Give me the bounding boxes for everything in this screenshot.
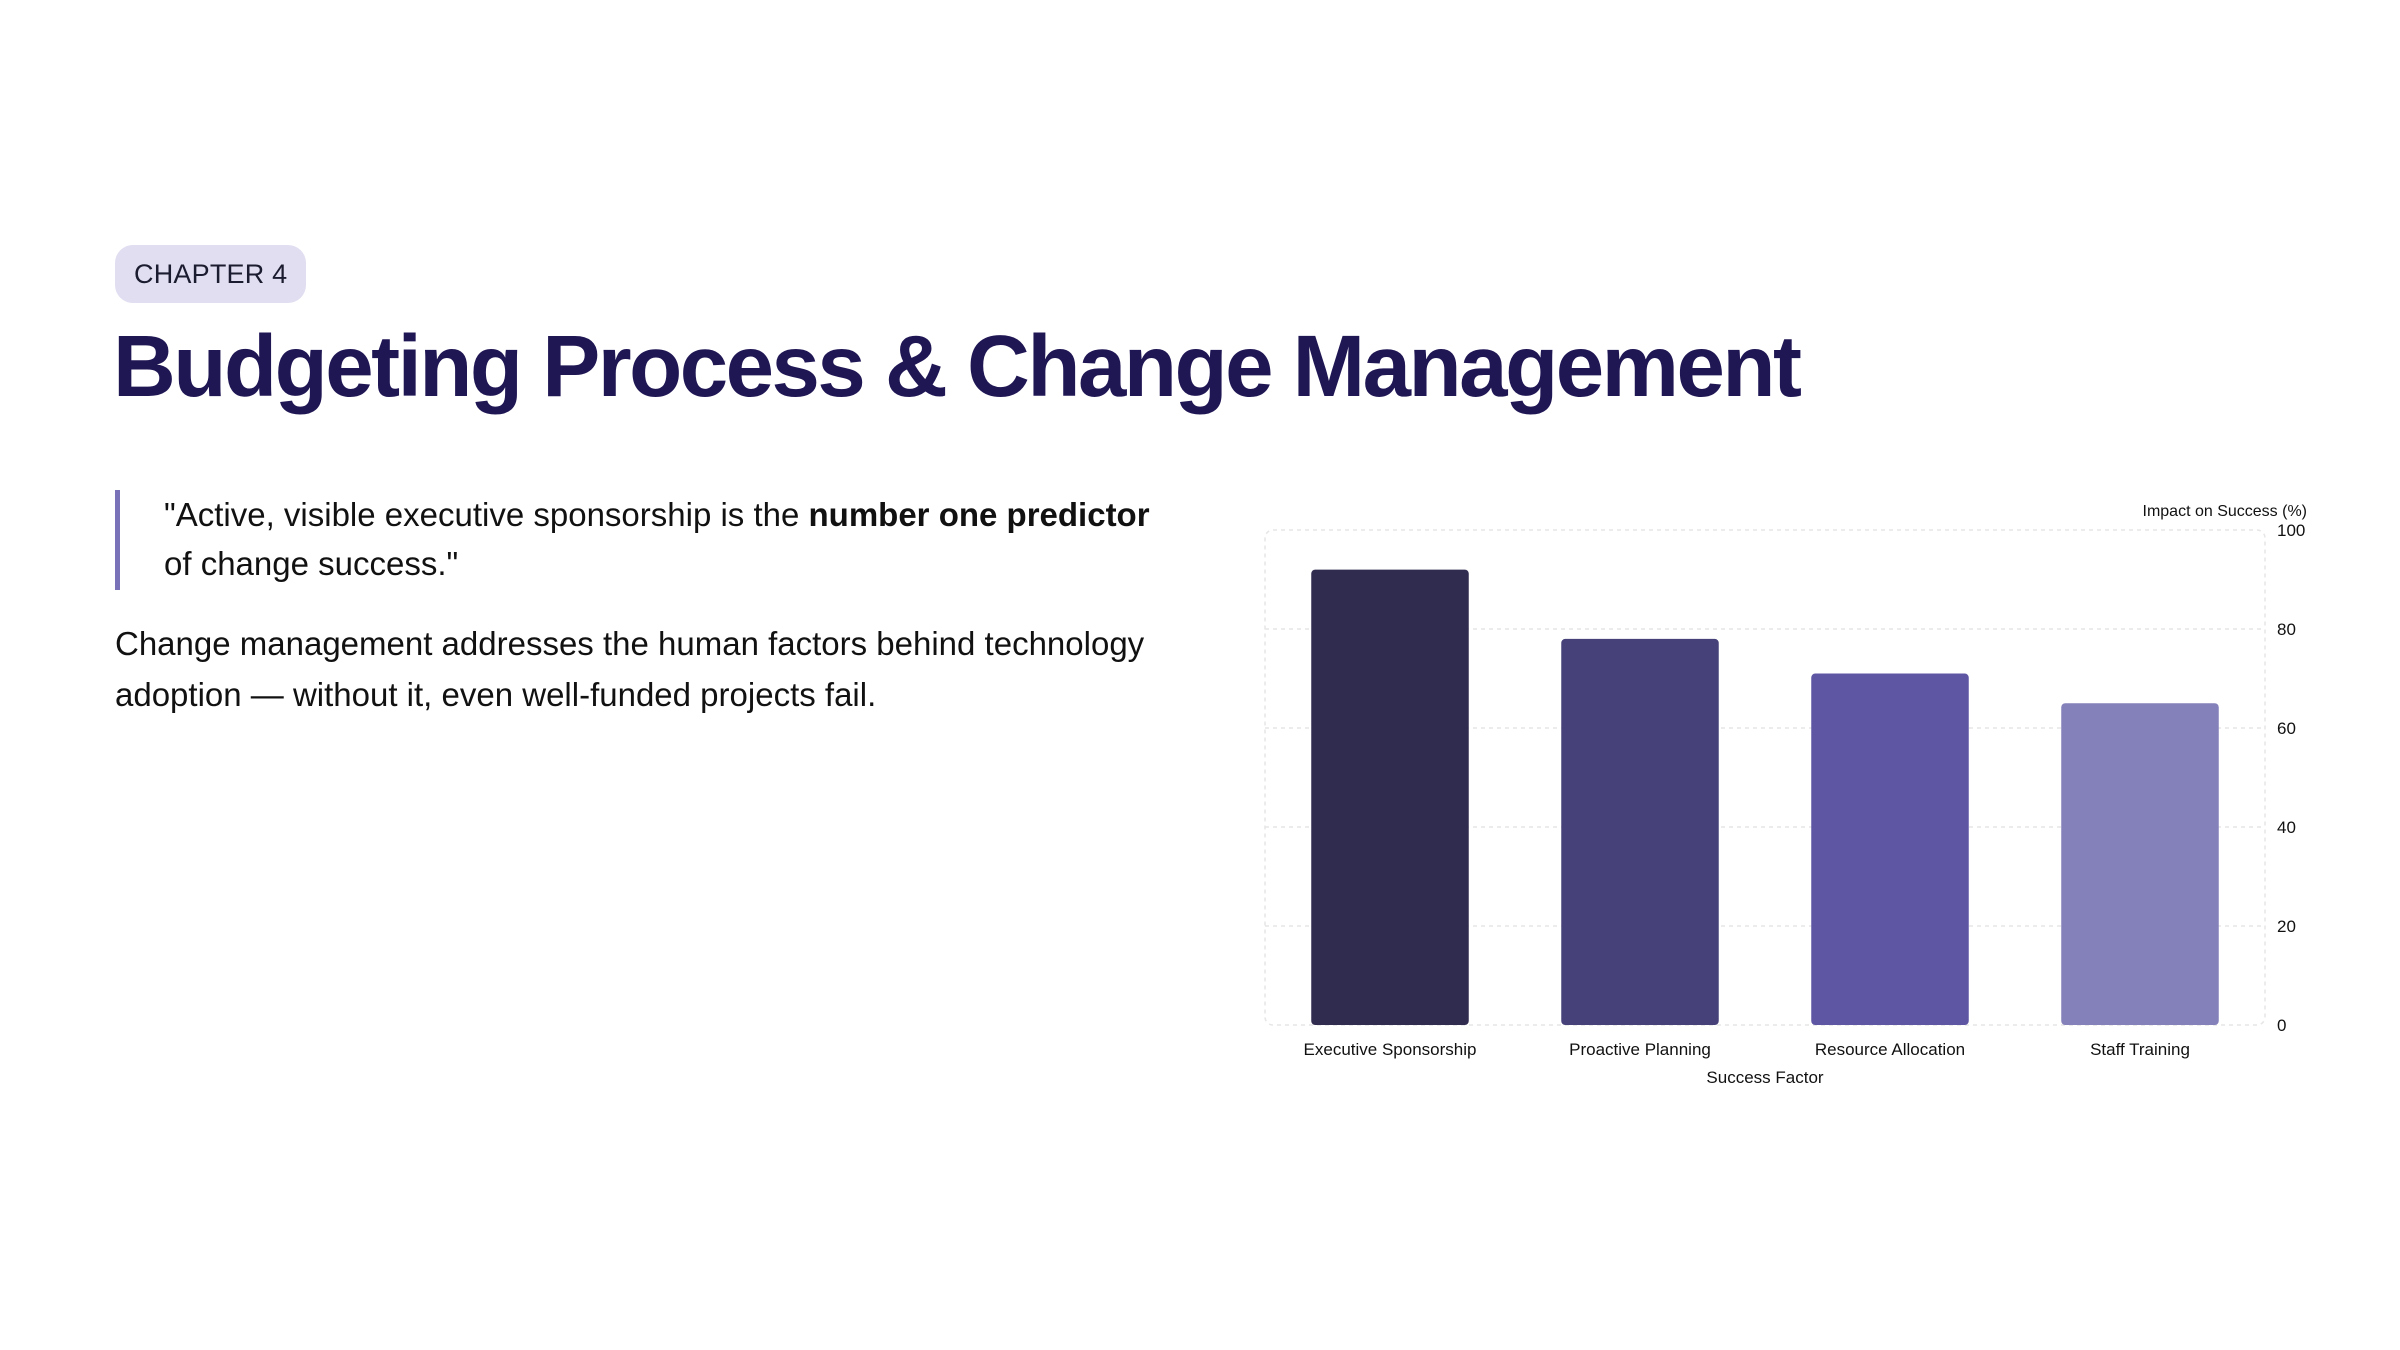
- quote-text: "Active, visible executive sponsorship i…: [164, 490, 1185, 588]
- y-tick-label: 80: [2277, 620, 2296, 639]
- y-tick-label: 100: [2277, 521, 2305, 540]
- x-tick-label: Executive Sponsorship: [1304, 1040, 1477, 1059]
- quote-text-end: of change success.": [164, 545, 459, 582]
- bar-chart: 0 20 40 60 80 100 Impact on Success (%) Executi…: [1240, 480, 2340, 1100]
- y-axis-label: Impact on Success (%): [2143, 503, 2308, 520]
- x-axis-label: Success Factor: [1706, 1068, 1823, 1087]
- x-tick-label: Proactive Planning: [1569, 1040, 1711, 1059]
- y-tick-label: 0: [2277, 1016, 2286, 1035]
- y-tick-label: 20: [2277, 917, 2296, 936]
- bar: [2061, 703, 2219, 1025]
- plot-frame: [1264, 529, 2266, 1026]
- quote-emphasis: number one predictor: [808, 496, 1150, 533]
- y-tick-label: 40: [2277, 818, 2296, 837]
- bar: [1561, 638, 1719, 1025]
- quote-text-start: "Active, visible executive sponsorship i…: [164, 496, 809, 533]
- y-tick-label: 60: [2277, 719, 2296, 738]
- chapter-badge: CHAPTER 4: [115, 245, 307, 303]
- page-title: Budgeting Process & Change Management: [113, 318, 1802, 415]
- x-tick-label: Resource Allocation: [1815, 1040, 1965, 1059]
- body-paragraph: Change management addresses the human fa…: [115, 625, 1145, 713]
- bar: [1811, 673, 1969, 1025]
- bar: [1311, 569, 1469, 1025]
- quote-block: "Active, visible executive sponsorship i…: [115, 490, 1185, 590]
- x-tick-label: Staff Training: [2090, 1040, 2190, 1059]
